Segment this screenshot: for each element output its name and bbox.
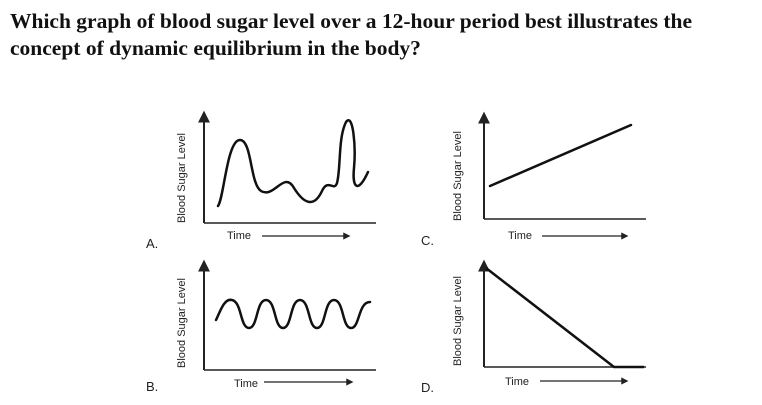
graph-d: D. Blood Sugar Level Time xyxy=(421,259,646,395)
graph-b-xlabel: Time xyxy=(234,378,258,390)
graph-d-xlabel: Time xyxy=(505,376,529,388)
graph-d-ylabel: Blood Sugar Level xyxy=(452,276,464,366)
graph-c: C. Blood Sugar Level Time xyxy=(421,111,646,248)
graph-c-ylabel: Blood Sugar Level xyxy=(452,131,464,221)
graph-d-letter: D. xyxy=(421,380,434,395)
answer-graphs-figure: A. Blood Sugar Level Time B. Blood Sugar… xyxy=(134,88,662,405)
graph-d-line xyxy=(485,267,644,369)
graph-b-curve xyxy=(214,298,372,330)
graph-c-xlabel: Time xyxy=(508,230,532,242)
graph-b-letter: B. xyxy=(146,379,158,394)
graph-a-curve xyxy=(216,118,370,208)
graph-b-ylabel: Blood Sugar Level xyxy=(176,278,188,368)
graph-c-line xyxy=(488,123,633,188)
graph-a-xlabel: Time xyxy=(227,230,251,242)
graph-c-letter: C. xyxy=(421,233,434,248)
question-text: Which graph of blood sugar level over a … xyxy=(10,9,693,60)
graph-a-letter: A. xyxy=(146,236,158,251)
graph-a: A. Blood Sugar Level Time xyxy=(146,110,376,251)
graph-a-ylabel: Blood Sugar Level xyxy=(176,133,188,223)
graph-b: B. Blood Sugar Level Time xyxy=(146,259,376,394)
